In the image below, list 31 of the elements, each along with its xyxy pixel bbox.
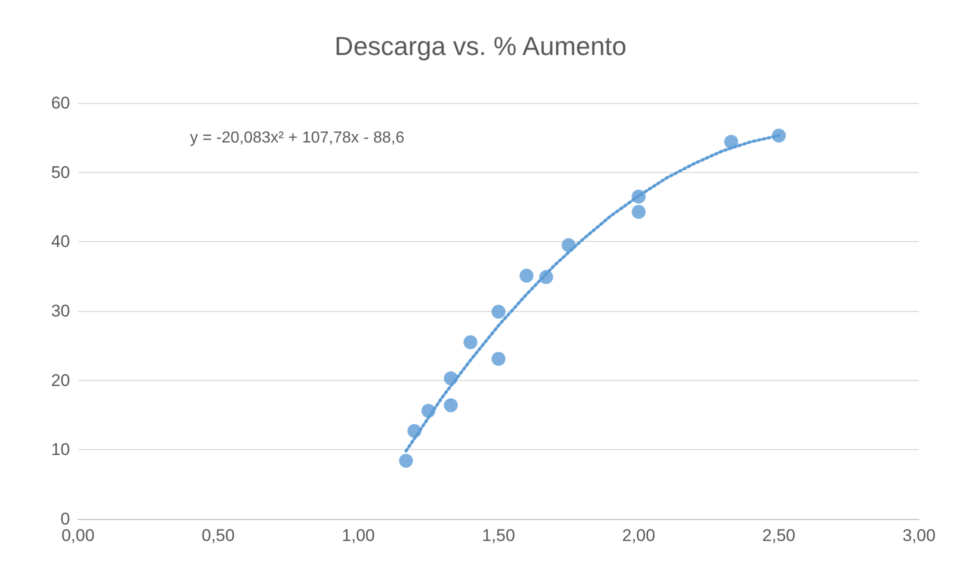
- chart-title: Descarga vs. % Aumento: [334, 31, 626, 61]
- y-tick-label: 60: [51, 94, 70, 112]
- point: [444, 398, 458, 412]
- x-tick-label: 1,00: [342, 526, 375, 545]
- point: [444, 371, 458, 386]
- y-tick-label: 20: [51, 370, 70, 390]
- point: [724, 134, 738, 149]
- y-tick-label: 40: [51, 232, 70, 252]
- point: [492, 304, 506, 319]
- y-tick-label: 30: [51, 302, 70, 320]
- x-tick-label: 2,50: [762, 526, 796, 545]
- x-tick-label: 1,50: [482, 526, 516, 545]
- point: [492, 352, 506, 366]
- x-tick-label: 2,00: [622, 526, 656, 545]
- y-tick-label: 10: [51, 440, 70, 460]
- point: [562, 238, 576, 252]
- point: [407, 424, 422, 438]
- point: [421, 404, 436, 418]
- point: [632, 190, 646, 204]
- x-tick-label: 3,00: [902, 526, 936, 545]
- x-tick-label: 0,50: [202, 526, 235, 545]
- annotation: y = -20,083x² + 107,78x - 88,6: [190, 130, 404, 146]
- point: [399, 454, 413, 468]
- point: [539, 270, 554, 284]
- point: [520, 268, 534, 283]
- point: [772, 128, 786, 143]
- x-tick-label: 0,00: [61, 526, 95, 545]
- point: [463, 335, 478, 350]
- y-tick-label: 0: [60, 510, 70, 528]
- y-tick-label: 50: [51, 162, 70, 182]
- point: [632, 204, 646, 219]
